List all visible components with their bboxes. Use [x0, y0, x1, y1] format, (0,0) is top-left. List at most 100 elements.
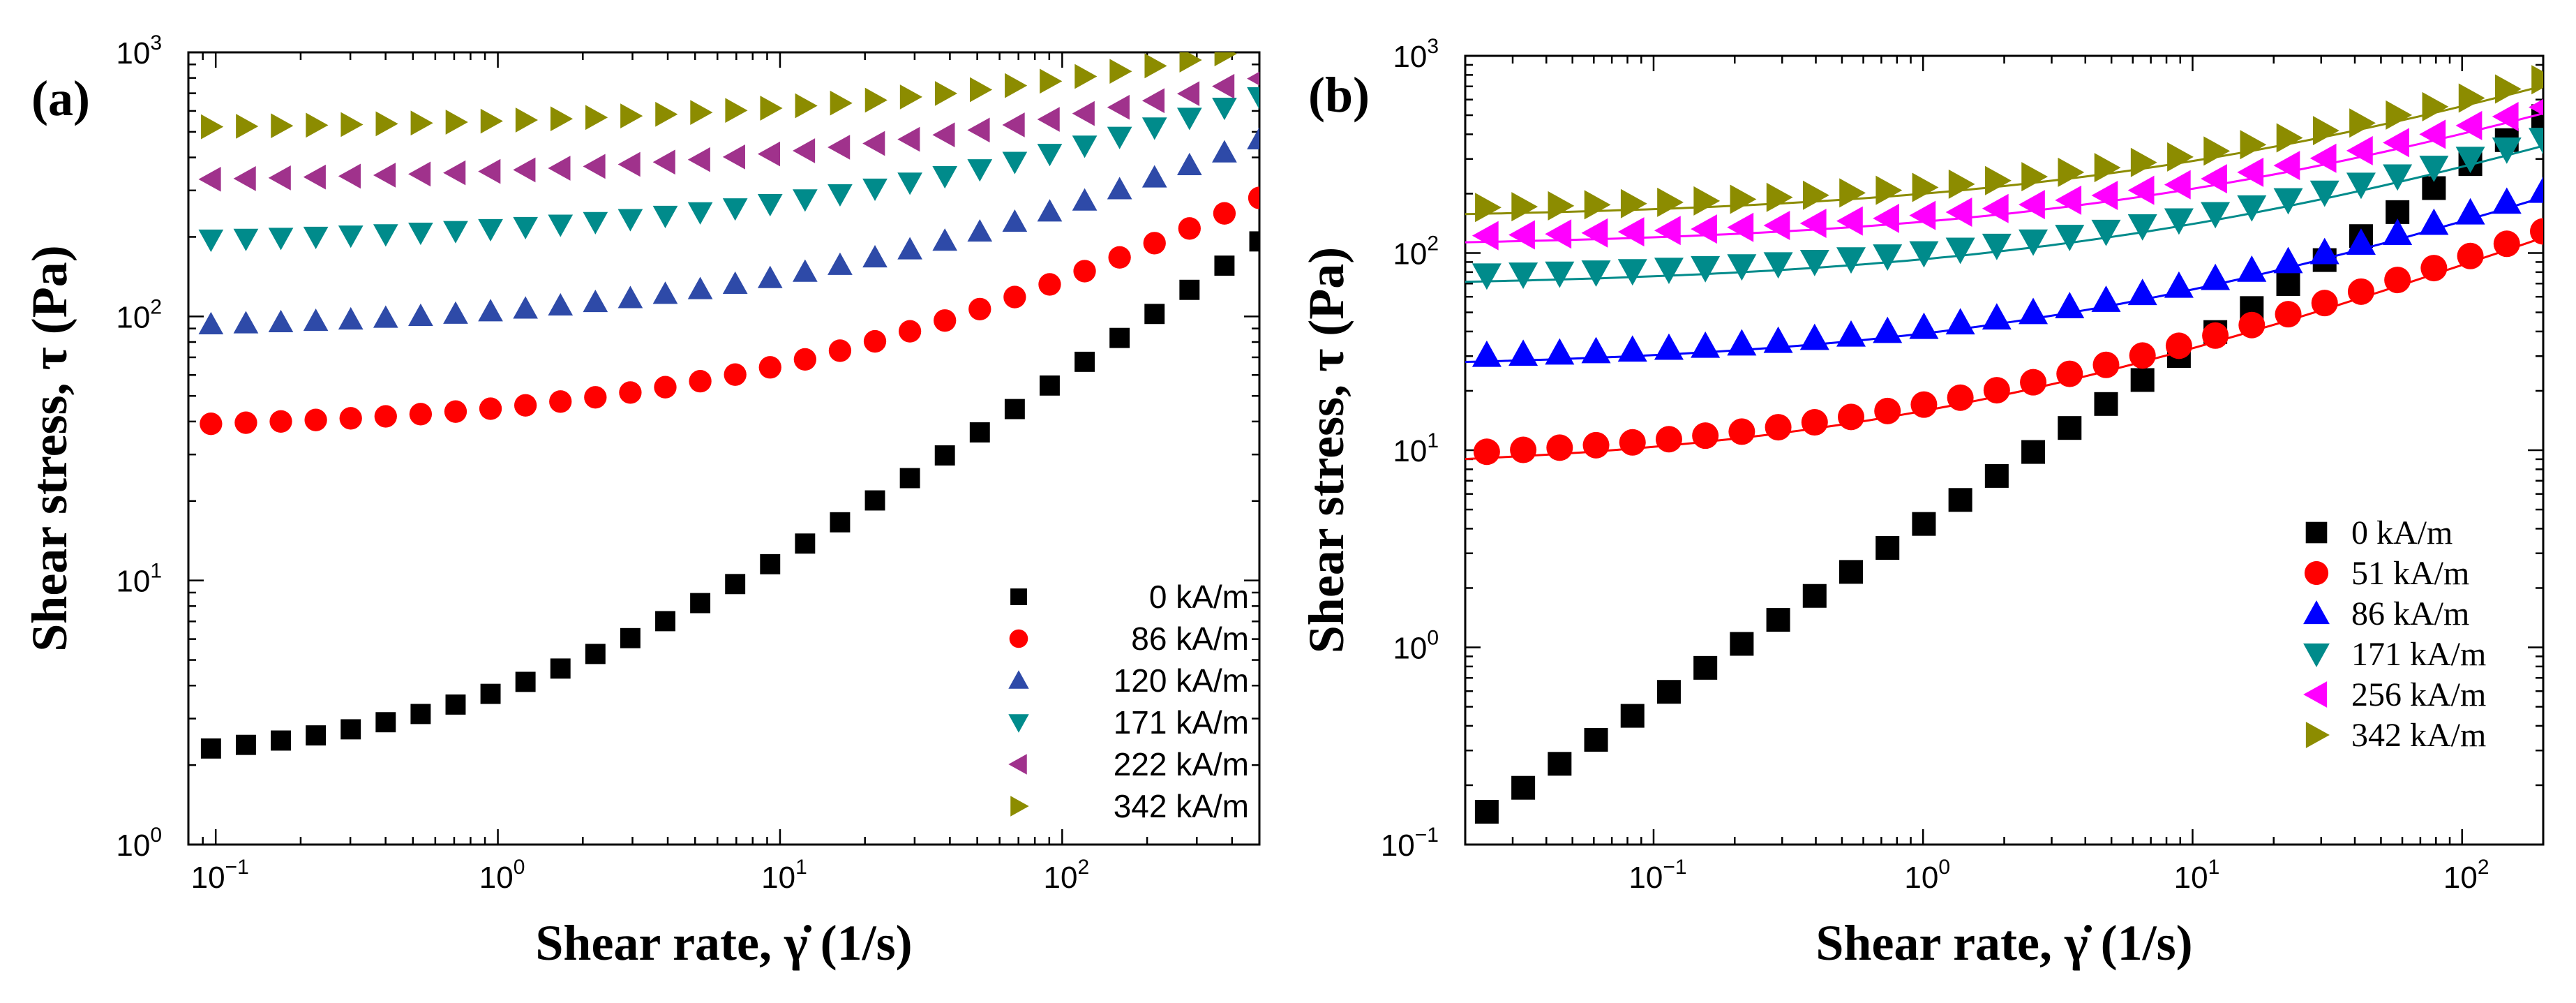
data-point — [338, 163, 361, 189]
data-point — [478, 158, 501, 184]
data-point — [1002, 209, 1028, 232]
x-tick-label: 101 — [761, 856, 807, 895]
legend-marker — [2303, 681, 2328, 708]
data-point — [970, 77, 993, 103]
data-point — [1548, 191, 1575, 221]
data-point — [1912, 512, 1936, 536]
data-point — [2346, 135, 2373, 165]
legend-marker — [2305, 722, 2330, 748]
data-point — [760, 553, 781, 574]
data-point — [1176, 107, 1202, 131]
data-point — [1657, 187, 1684, 217]
data-point — [690, 593, 711, 614]
x-tick-label: 100 — [1904, 856, 1950, 895]
data-point — [548, 214, 574, 237]
data-point — [1581, 336, 1611, 364]
data-point — [1073, 260, 1096, 283]
data-point — [1875, 536, 1900, 560]
data-point — [268, 228, 294, 251]
legend-marker — [1010, 588, 1027, 605]
data-point — [375, 111, 398, 137]
legend-label: 222 kA/m — [1114, 746, 1249, 782]
legend-label: 0 kA/m — [1149, 579, 1249, 615]
data-point — [2346, 228, 2376, 255]
legend-item: 0 kA/m — [2305, 514, 2453, 551]
legend-item: 171 kA/m — [2303, 636, 2486, 673]
data-point — [479, 397, 502, 420]
data-point — [1617, 335, 1647, 362]
data-point — [1247, 126, 1259, 149]
legend-label: 342 kA/m — [1114, 788, 1249, 824]
data-point — [1620, 188, 1647, 218]
data-point — [2058, 416, 2082, 440]
data-point — [1836, 247, 1866, 274]
data-point — [1107, 177, 1132, 200]
data-point — [584, 386, 607, 409]
legend-item: 342 kA/m — [2305, 717, 2486, 754]
legend-marker — [1008, 714, 1029, 733]
data-point — [408, 161, 431, 187]
data-point — [409, 403, 433, 426]
data-point — [1909, 241, 1939, 268]
data-point — [443, 221, 468, 244]
data-point — [478, 299, 503, 322]
legend-item: 120 kA/m — [1008, 662, 1249, 699]
legend-label: 256 kA/m — [2351, 676, 2486, 713]
data-point — [1620, 704, 1645, 728]
data-point — [2530, 218, 2543, 245]
data-point — [1074, 64, 1098, 89]
data-point — [408, 303, 433, 326]
data-point — [722, 271, 748, 295]
data-point — [340, 719, 361, 740]
data-point — [1801, 409, 1828, 436]
legend-item: 222 kA/m — [1008, 746, 1249, 782]
data-point — [2386, 100, 2413, 130]
data-point — [655, 611, 675, 632]
data-point — [2238, 311, 2266, 339]
data-point — [1799, 323, 1829, 350]
data-point — [862, 131, 885, 156]
data-point — [793, 138, 816, 163]
data-point — [2276, 123, 2303, 153]
legend-label: 171 kA/m — [2351, 636, 2486, 673]
data-point — [2202, 322, 2229, 349]
data-point — [1910, 391, 1938, 418]
panel-label: (b) — [1308, 67, 1370, 123]
data-point — [1214, 52, 1237, 66]
x-tick-label: 101 — [2174, 856, 2220, 895]
data-point — [617, 285, 643, 309]
data-point — [2531, 65, 2543, 95]
data-point — [1545, 261, 1575, 288]
legend-label: 86 kA/m — [2351, 595, 2469, 632]
data-point — [2201, 202, 2231, 229]
data-point — [864, 490, 885, 511]
data-point — [445, 110, 468, 135]
data-point — [2130, 368, 2155, 392]
data-point — [1873, 316, 1903, 343]
y-tick-label: 102 — [1393, 232, 1439, 272]
legend-marker — [2304, 560, 2329, 586]
data-point — [1873, 203, 1900, 233]
data-point — [932, 122, 955, 148]
data-point — [1766, 182, 1793, 212]
x-tick-label: 10−1 — [191, 856, 249, 895]
data-point — [1763, 326, 1793, 353]
data-point — [200, 738, 221, 759]
data-point — [1003, 285, 1026, 309]
data-point — [617, 209, 643, 232]
legend-marker — [2303, 600, 2330, 625]
data-point — [652, 205, 678, 229]
data-point — [549, 390, 572, 413]
data-point — [1691, 331, 1721, 358]
y-tick-label: 102 — [116, 295, 162, 334]
data-point — [1617, 259, 1647, 286]
data-point — [2419, 119, 2446, 149]
data-point — [1472, 263, 1502, 290]
data-point — [1581, 260, 1611, 287]
data-point — [408, 223, 433, 246]
data-point — [1107, 94, 1130, 120]
data-point — [338, 225, 364, 248]
data-point — [1799, 209, 1827, 239]
data-point — [897, 126, 920, 152]
x-axis-title: Shear rate, γ̇ (1/s) — [1815, 915, 2192, 971]
